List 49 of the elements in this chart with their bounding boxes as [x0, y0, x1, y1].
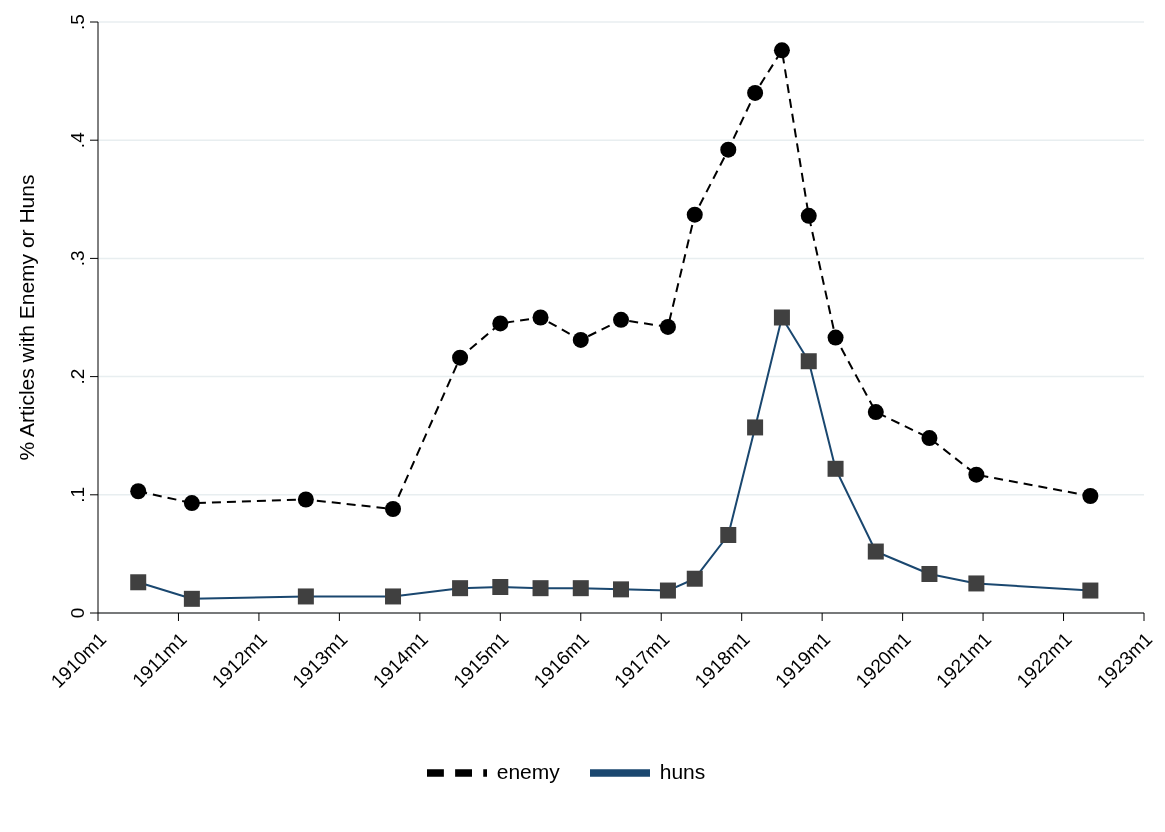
point — [773, 42, 790, 59]
point — [968, 466, 985, 483]
point — [532, 580, 549, 597]
legend-label: huns — [658, 759, 707, 783]
y-tick-label: .2 — [67, 368, 88, 385]
point — [385, 500, 402, 517]
y-tick-label: 0 — [67, 607, 88, 619]
y-axis-title: % Articles with Enemy or Huns — [15, 174, 39, 461]
y-tick-label: .1 — [67, 486, 88, 503]
point — [183, 495, 200, 512]
point — [659, 318, 676, 335]
point — [800, 353, 817, 370]
point — [921, 430, 938, 447]
point — [867, 404, 884, 421]
y-tick-label: .5 — [67, 14, 88, 30]
legend-label: enemy — [495, 759, 561, 783]
point — [867, 543, 884, 560]
point — [452, 580, 469, 597]
point — [385, 588, 402, 605]
point — [613, 311, 629, 328]
point — [297, 588, 314, 605]
point — [827, 329, 844, 346]
y-tick-label: .4 — [67, 131, 88, 149]
point — [827, 460, 844, 477]
point — [659, 582, 676, 599]
point — [800, 207, 817, 224]
point — [968, 575, 985, 592]
point — [130, 483, 147, 500]
point — [720, 526, 737, 543]
point — [773, 309, 790, 326]
point — [452, 349, 469, 366]
point — [686, 206, 703, 223]
point — [686, 570, 703, 587]
point — [720, 141, 737, 158]
y-tick-label: .3 — [67, 250, 88, 267]
point — [572, 331, 589, 348]
point — [1082, 582, 1099, 599]
point — [921, 565, 938, 582]
point — [613, 581, 629, 598]
point — [1082, 487, 1099, 504]
point — [130, 574, 147, 591]
point — [747, 419, 764, 436]
point — [747, 84, 764, 101]
point — [297, 491, 314, 508]
point — [183, 590, 200, 607]
point — [492, 579, 509, 595]
point — [492, 315, 509, 332]
point — [532, 309, 549, 326]
point — [572, 580, 589, 597]
